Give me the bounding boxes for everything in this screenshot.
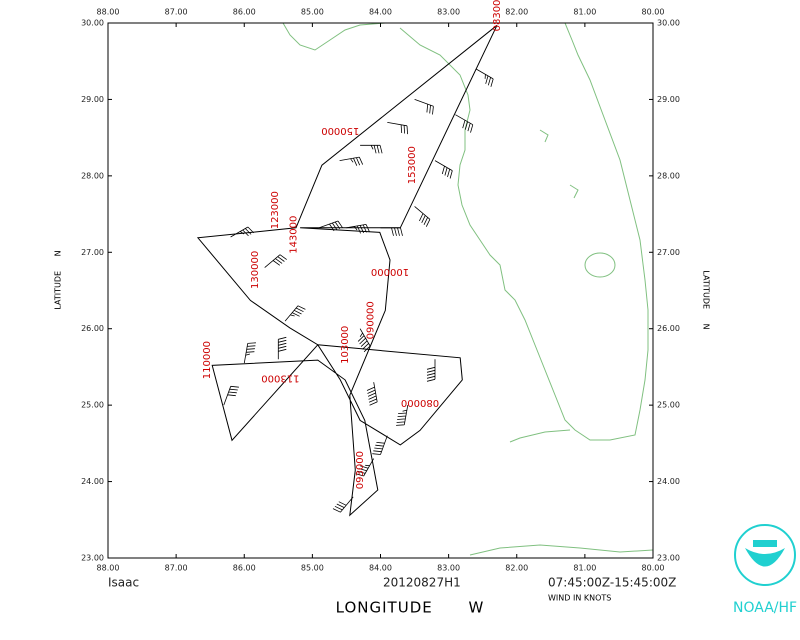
time-annotation: 103000: [340, 326, 351, 364]
wind-barb: [380, 227, 403, 236]
y-tick-label: 23.00: [657, 554, 680, 563]
x-tick-label: 87.00: [165, 564, 188, 573]
time-annotation: 110000: [202, 341, 213, 379]
wind-barb: [230, 226, 254, 238]
wind-barb: [434, 160, 453, 179]
time-annotation: 080000: [401, 397, 439, 408]
y-axis-label-right: LATITUDE N: [702, 270, 711, 329]
y-tick-label: 29.00: [657, 95, 680, 104]
wind-barb: [346, 224, 370, 234]
wind-barb: [319, 220, 343, 232]
y-tick-label: 24.00: [657, 477, 680, 486]
wind-barb: [387, 122, 408, 135]
x-tick-label: 83.00: [437, 564, 460, 573]
wind-barb: [332, 496, 354, 513]
x-tick-label: 88.00: [97, 564, 120, 573]
x-tick-label: 84.00: [369, 8, 392, 17]
wind-barb: [414, 206, 431, 227]
y-tick-label: 27.00: [657, 248, 680, 257]
y-tick-label: 25.00: [81, 401, 104, 410]
lake: [584, 252, 616, 278]
wind-barb: [414, 99, 434, 115]
wind-barb: [243, 342, 256, 364]
wind-barb: [223, 385, 239, 406]
time-annotation: 093000: [355, 451, 366, 489]
wind-barb: [355, 458, 375, 477]
x-tick-label: 82.00: [505, 564, 528, 573]
x-tick-label: 82.00: [505, 8, 528, 17]
x-tick-label: 85.00: [301, 8, 324, 17]
x-tick-label: 80.00: [642, 564, 665, 573]
time-range: 07:45:00Z-15:45:00Z: [548, 576, 676, 590]
x-tick-label: 84.00: [369, 564, 392, 573]
x-tick-label: 85.00: [301, 564, 324, 573]
wind-barb: [396, 405, 409, 426]
y-tick-label: 23.00: [81, 554, 104, 563]
wind-barb: [455, 114, 474, 133]
time-annotation: 150000: [321, 125, 359, 136]
wind-barb: [475, 68, 494, 87]
storm-name: Isaac: [108, 576, 139, 590]
y-tick-label: 24.00: [81, 477, 104, 486]
wind-barb: [277, 336, 287, 360]
agency-logo: [734, 524, 796, 586]
coastline: [282, 22, 654, 556]
time-annotation: 123000: [270, 191, 281, 229]
x-tick-label: 80.00: [642, 8, 665, 17]
wind-barb: [264, 254, 287, 268]
x-tick-label: 81.00: [573, 564, 596, 573]
wind-barb: [366, 382, 378, 406]
x-axis-label: LONGITUDE W: [336, 599, 485, 617]
time-annotation: 143000: [288, 216, 299, 254]
data-layer: 88.00 88.00 87.00 87.00 86.00 86.00 85.00 85.00…: [81, 0, 680, 573]
y-tick-label: 27.00: [81, 248, 104, 257]
x-tick-label: 88.00: [97, 8, 120, 17]
time-annotation: 090000: [365, 301, 376, 339]
x-tick-label: 86.00: [233, 8, 256, 17]
flight-id: 20120827H1: [383, 576, 461, 590]
agency: NOAA/HF: [733, 600, 797, 616]
y-tick-label: 25.00: [657, 401, 680, 410]
x-tick-label: 87.00: [165, 8, 188, 17]
wind-barb: [426, 359, 436, 382]
time-annotation: 083000: [492, 0, 503, 31]
flight-track: [196, 24, 498, 517]
time-annotation: 130000: [250, 251, 261, 289]
logo-circle: [734, 524, 796, 586]
time-annotation: 153000: [407, 146, 418, 184]
y-tick-label: 30.00: [657, 19, 680, 28]
y-tick-label: 28.00: [81, 171, 104, 180]
y-axis-label: LATITUDE N: [54, 250, 63, 309]
x-tick-label: 83.00: [437, 8, 460, 17]
time-annotation: 100000: [371, 266, 409, 277]
coast-path: [282, 22, 654, 556]
x-tick-label: 86.00: [233, 564, 256, 573]
plot-frame: [107, 22, 654, 559]
logo-bird: [745, 548, 785, 567]
y-tick-label: 30.00: [81, 19, 104, 28]
y-tick-label: 29.00: [81, 95, 104, 104]
time-annotation: 113000: [261, 372, 299, 383]
x-tick-label: 81.00: [573, 8, 596, 17]
logo-band: [753, 540, 777, 547]
wind-barb: [339, 156, 364, 166]
units-note: WIND IN KNOTS: [548, 594, 611, 603]
wind-barb: [360, 144, 383, 154]
y-tick-label: 26.00: [657, 324, 680, 333]
y-tick-label: 26.00: [81, 324, 104, 333]
wind-barb: [357, 328, 371, 353]
y-tick-label: 28.00: [657, 171, 680, 180]
wind-barb: [284, 305, 306, 322]
wind-barb: [372, 435, 388, 455]
